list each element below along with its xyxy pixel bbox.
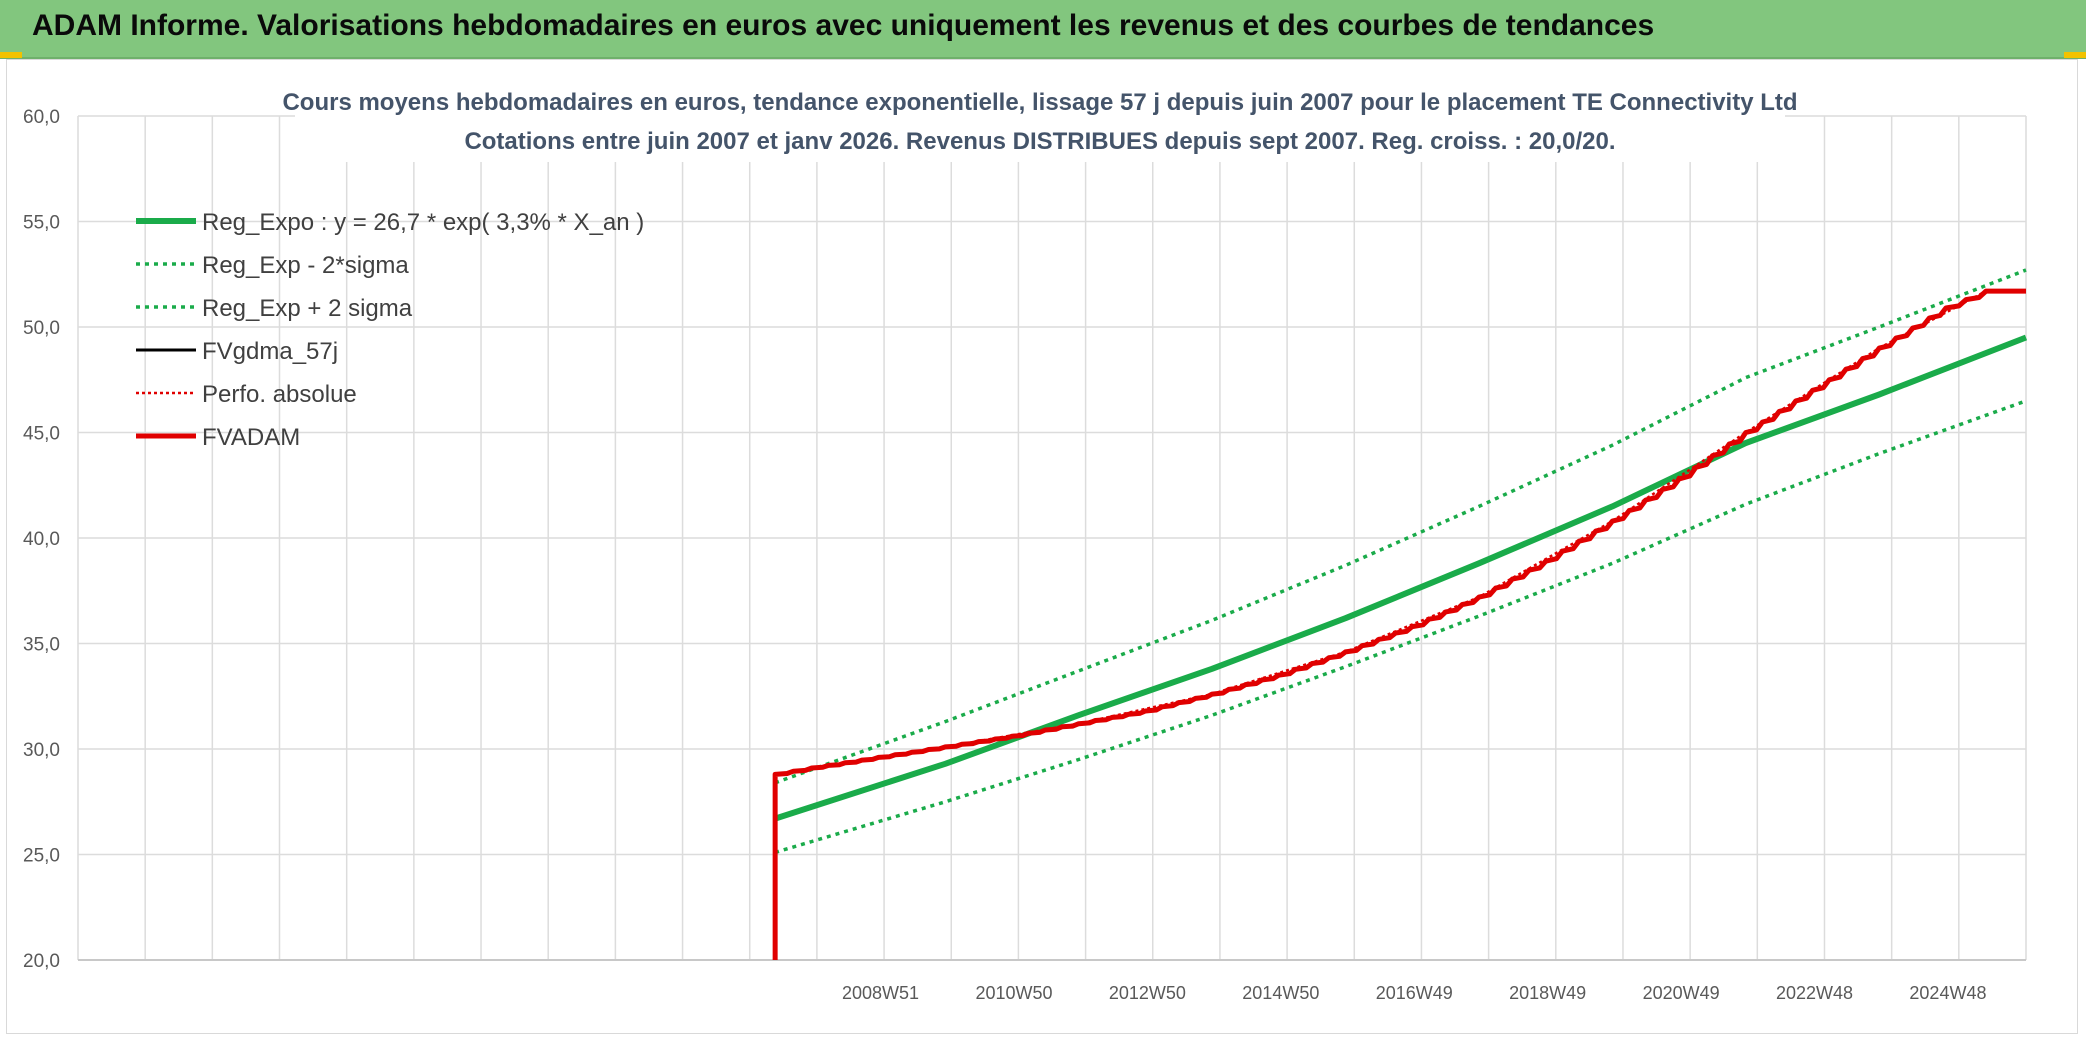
legend-label: Reg_Expo : y = 26,7 * exp( 3,3% * X_an ): [202, 209, 644, 236]
banner-title: ADAM Informe. Valorisations hebdomadaire…: [32, 9, 1655, 42]
x-tick-label: 2012W50: [1109, 983, 1186, 1003]
chart-subtitle: Cotations entre juin 2007 et janv 2026. …: [464, 128, 1615, 155]
chart-title: Cours moyens hebdomadaires en euros, ten…: [282, 89, 1797, 116]
x-tick-label: 2016W49: [1376, 983, 1453, 1003]
legend: Reg_Expo : y = 26,7 * exp( 3,3% * X_an )…: [136, 209, 644, 451]
x-tick-label: 2024W48: [1909, 983, 1986, 1003]
series-line-perfo-: [774, 289, 2026, 776]
y-tick-label: 35,0: [23, 635, 60, 656]
corner-marker-left: [0, 52, 22, 58]
y-tick-label: 50,0: [23, 318, 60, 339]
x-tick-label: 2014W50: [1242, 983, 1319, 1003]
x-tick-label: 2010W50: [975, 983, 1052, 1003]
x-tick-label: 2022W48: [1776, 983, 1853, 1003]
chart-titles: Cours moyens hebdomadaires en euros, ten…: [282, 78, 1798, 162]
x-tick-label: 2018W49: [1509, 983, 1586, 1003]
corner-marker-right: [2064, 52, 2086, 58]
legend-label: FVADAM: [202, 424, 300, 451]
legend-label: Reg_Exp - 2*sigma: [202, 252, 409, 279]
y-tick-label: 45,0: [23, 424, 60, 445]
report-banner: ADAM Informe. Valorisations hebdomadaire…: [0, 0, 2086, 59]
y-tick-label: 60,0: [23, 107, 60, 128]
x-tick-label: 2008W51: [842, 983, 919, 1003]
y-tick-label: 40,0: [23, 529, 60, 550]
y-tick-label: 30,0: [23, 740, 60, 761]
series-line-reg-exp: [774, 399, 2027, 855]
y-tick-label: 25,0: [23, 846, 60, 867]
grid: [77, 115, 2027, 961]
series-line-reg-exp: [774, 268, 2027, 785]
x-tick-label: 2020W49: [1643, 983, 1720, 1003]
y-tick-label: 55,0: [23, 213, 60, 234]
series-line-reg-expo: [774, 334, 2028, 822]
legend-label: Reg_Exp + 2 sigma: [202, 295, 413, 322]
y-tick-label: 20,0: [23, 951, 60, 972]
series-lines: [772, 268, 2028, 960]
axes: 20,0 25,0 30,0 35,0 40,0 45,0 50,0 55,0 60,0 2008…: [23, 107, 2026, 1003]
legend-label: FVgdma_57j: [202, 338, 338, 365]
legend-label: Perfo. absolue: [202, 381, 357, 408]
series-line-fvadam: [772, 288, 2026, 960]
